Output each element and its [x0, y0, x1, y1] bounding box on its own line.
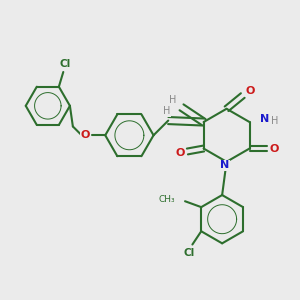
Text: O: O [270, 143, 279, 154]
Text: Cl: Cl [184, 248, 195, 258]
Text: H: H [271, 116, 278, 126]
Text: CH₃: CH₃ [158, 195, 175, 204]
Text: Cl: Cl [59, 59, 70, 69]
Text: O: O [176, 148, 185, 158]
Text: N: N [260, 114, 269, 124]
Text: N: N [220, 160, 230, 170]
Text: O: O [81, 130, 90, 140]
Text: O: O [245, 86, 255, 96]
Text: H: H [163, 106, 170, 116]
Text: H: H [169, 95, 176, 105]
